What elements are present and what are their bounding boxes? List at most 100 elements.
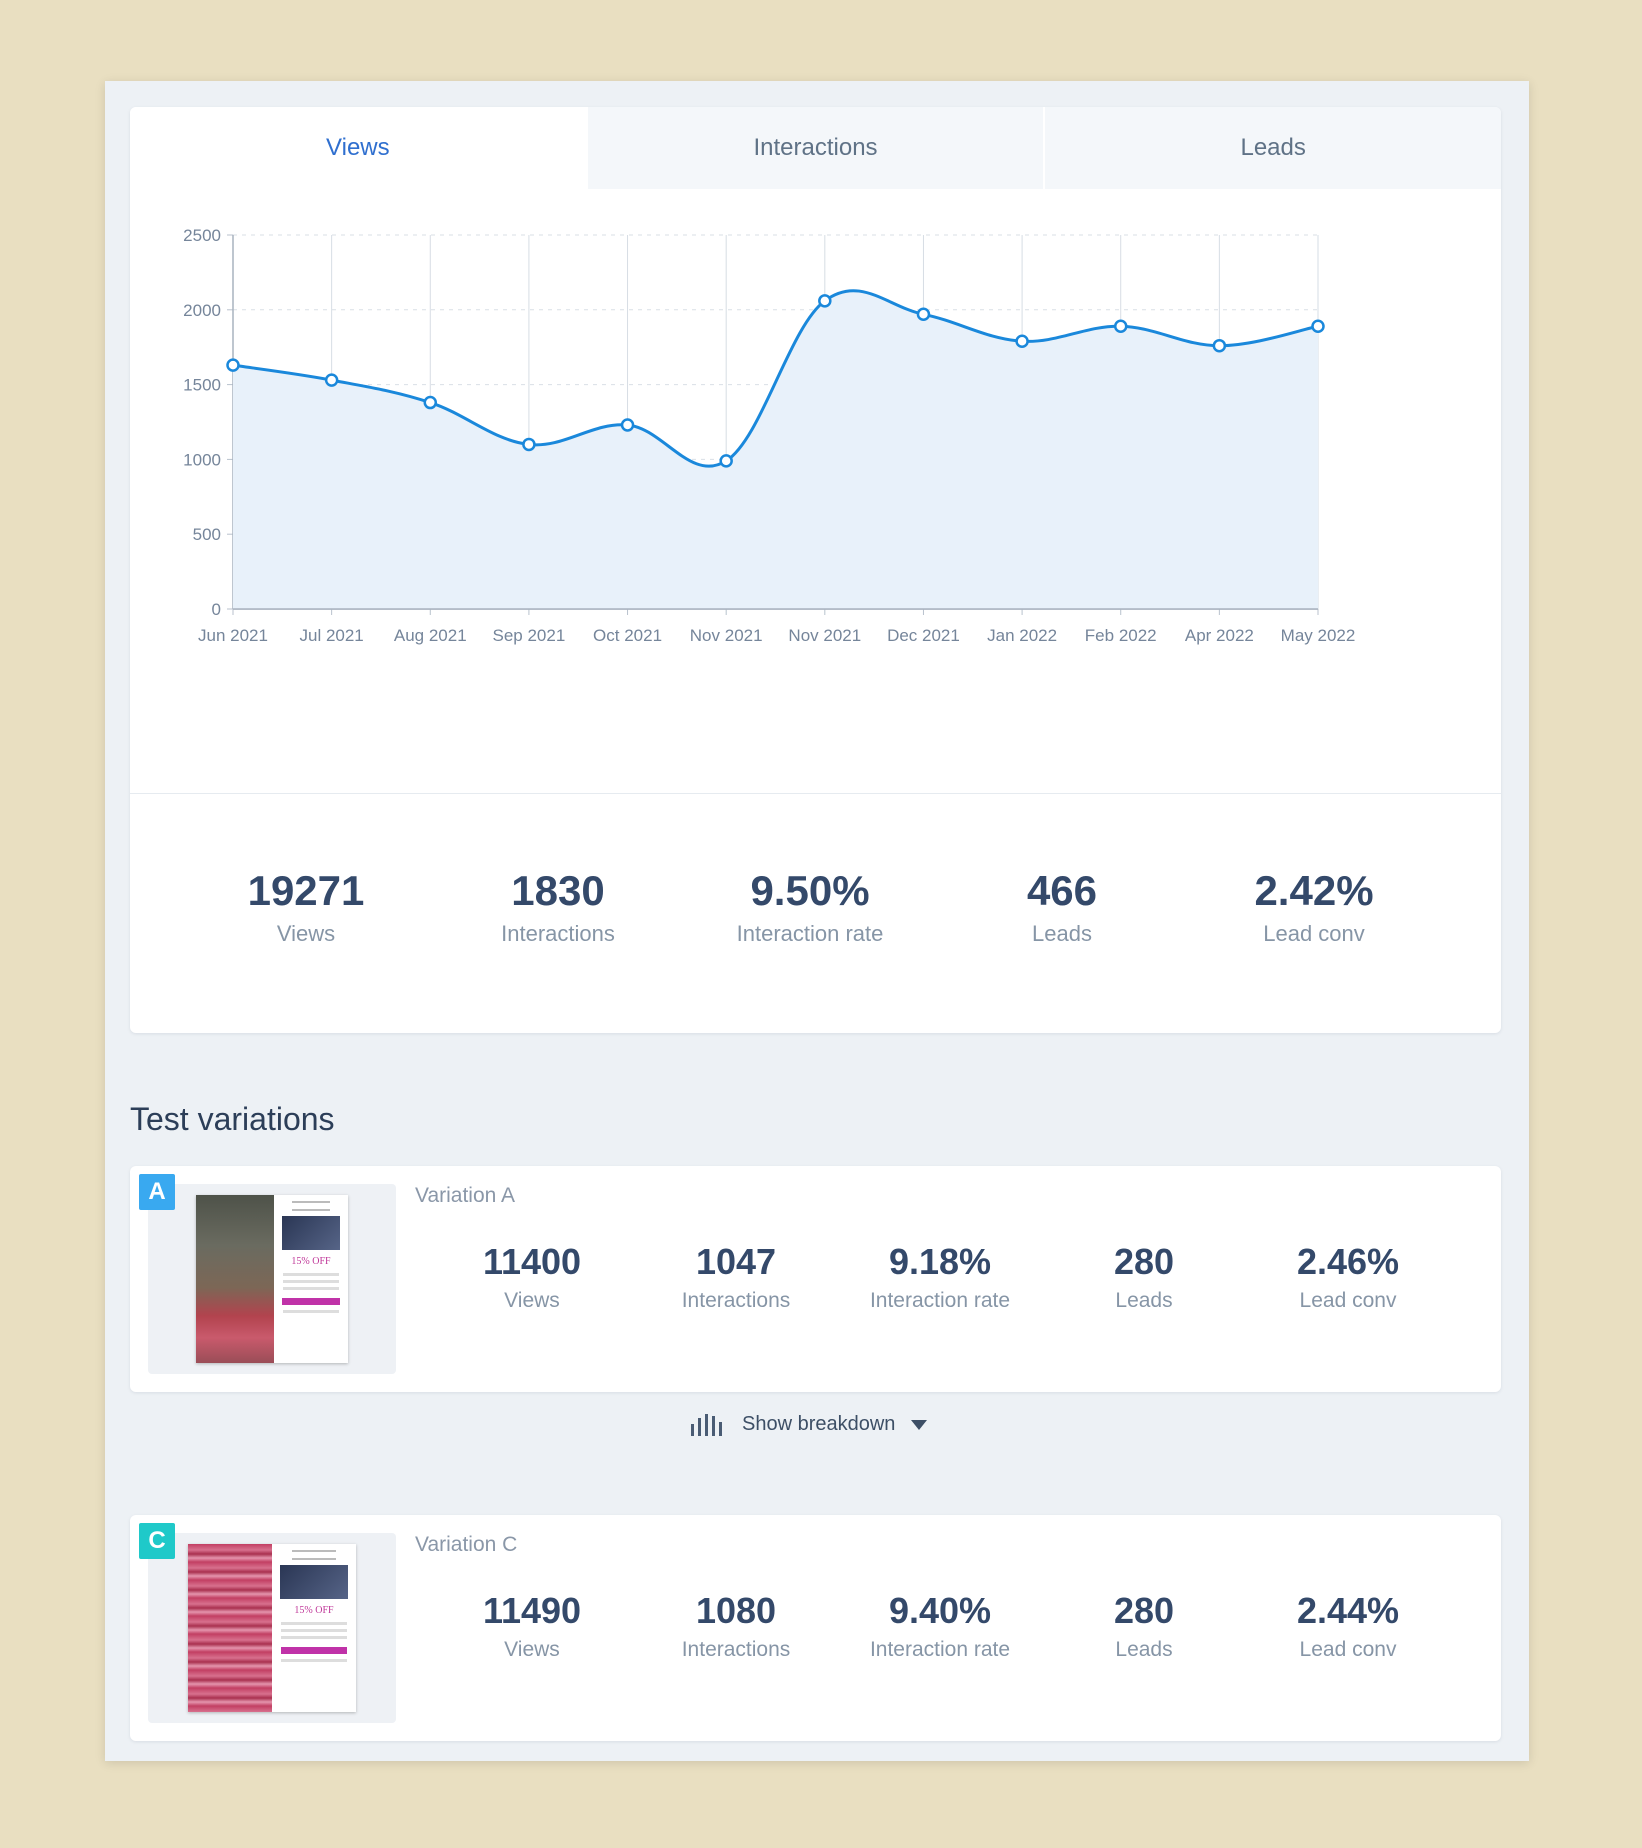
variation-stats: 11490 Views 1080 Interactions 9.40% Inte… (430, 1590, 1450, 1662)
stat-value: 466 (1026, 867, 1098, 914)
data-point (1212, 338, 1227, 353)
data-point (423, 395, 438, 410)
show-breakdown-label: Show breakdown (742, 1413, 896, 1435)
stat-interaction-rate: 9.40% Interaction rate (838, 1590, 1042, 1662)
x-tick-label: Aug 2021 (394, 626, 467, 645)
dashboard-frame: Views Interactions Leads 0 500 1000 1500 200… (105, 81, 1529, 1761)
metric-tabs: Views Interactions Leads (130, 107, 1501, 189)
stat-views: 11490 Views (430, 1590, 634, 1662)
stat-leads: 466 Leads (936, 867, 1188, 967)
data-point (226, 358, 240, 372)
data-point (1015, 334, 1029, 348)
stat-label: Views (504, 1289, 560, 1312)
x-tick-label: Jul 2021 (299, 626, 363, 645)
variation-badge: C (139, 1523, 175, 1559)
stat-label: Lead conv (1299, 1289, 1397, 1312)
ad-header (291, 1201, 331, 1211)
show-breakdown-button[interactable]: Show breakdown (691, 1413, 928, 1436)
y-tick-label: 500 (193, 525, 221, 544)
data-point (324, 373, 339, 387)
summary-stats: 19271 Views 1830 Interactions 9.50% Inte… (180, 867, 1440, 967)
divider (130, 793, 1501, 794)
variation-card-a: A 15% OFF Variation A 11400 Views (130, 1166, 1501, 1392)
stat-interaction-rate: 9.18% Interaction rate (838, 1241, 1042, 1313)
stats-card: Views Interactions Leads 0 500 1000 1500 200… (130, 107, 1501, 1033)
data-point (1311, 319, 1325, 334)
variation-badge: A (139, 1174, 175, 1210)
stat-interactions: 1830 Interactions (432, 867, 684, 967)
stat-views: 11400 Views (430, 1241, 634, 1313)
y-tick-label: 1000 (183, 450, 221, 469)
stat-value: 9.40% (888, 1590, 992, 1631)
ad-image (281, 1216, 341, 1250)
y-tick-label: 2000 (183, 301, 221, 320)
data-point (916, 307, 931, 322)
ad-header (291, 1550, 337, 1560)
ad-offer: 15% OFF (291, 1256, 331, 1267)
stat-value: 1047 (695, 1241, 777, 1282)
stat-value: 1830 (511, 867, 605, 914)
ad-image (279, 1565, 349, 1599)
stat-leads: 280 Leads (1042, 1590, 1246, 1662)
bar-chart-icon (691, 1413, 722, 1436)
y-tick-label: 0 (212, 600, 221, 619)
ad-line (281, 1629, 347, 1632)
stat-label: Interactions (681, 1638, 791, 1661)
variation-thumbnail-area: C 15% OFF (139, 1523, 396, 1723)
tab-leads[interactable]: Leads (1043, 107, 1501, 189)
ad-line (282, 1280, 340, 1283)
variation-name: Variation C (415, 1533, 518, 1556)
stat-value: 2.42% (1254, 867, 1374, 914)
stat-interactions: 1047 Interactions (634, 1241, 838, 1313)
x-tick-label: Jan 2022 (987, 626, 1057, 645)
stat-label: Leads (1115, 1638, 1173, 1661)
x-tick-label: Nov 2021 (788, 626, 861, 645)
data-point (522, 437, 536, 452)
stat-value: 2.44% (1296, 1590, 1400, 1631)
stat-value: 9.50% (750, 867, 870, 914)
data-point (719, 454, 733, 468)
data-point (1113, 319, 1128, 334)
variation-thumbnail[interactable]: 15% OFF (188, 1544, 356, 1712)
x-tick-label: Sep 2021 (493, 626, 566, 645)
variation-thumbnail[interactable]: 15% OFF (196, 1195, 348, 1363)
stat-value: 280 (1113, 1241, 1175, 1282)
x-tick-label: Dec 2021 (887, 626, 960, 645)
data-point (620, 418, 635, 432)
data-point (818, 294, 832, 308)
stat-label: Interaction rate (736, 921, 884, 946)
variation-thumbnail-area: A 15% OFF (139, 1174, 396, 1374)
variation-card-c: C 15% OFF Variation C 11490 Views (130, 1515, 1501, 1741)
ad-line (282, 1310, 340, 1313)
stat-interaction-rate: 9.50% Interaction rate (684, 867, 936, 967)
rug-photo (196, 1195, 274, 1363)
x-tick-label: Feb 2022 (1085, 626, 1157, 645)
stat-label: Interactions (681, 1289, 791, 1312)
ad-button (280, 1647, 348, 1654)
x-tick-label: Jun 2021 (198, 626, 268, 645)
ad-line (281, 1659, 347, 1662)
section-title: Test variations (130, 1101, 335, 1137)
caret-down-icon (911, 1419, 928, 1430)
y-tick-label: 1500 (183, 376, 221, 395)
ad-offer: 15% OFF (294, 1605, 334, 1616)
series-area (233, 290, 1318, 609)
x-tick-label: Nov 2021 (690, 626, 763, 645)
stat-value: 280 (1113, 1590, 1175, 1631)
x-tick-label: Oct 2021 (593, 626, 662, 645)
ad-line (281, 1622, 347, 1625)
stat-label: Interactions (501, 921, 615, 946)
stat-value: 19271 (247, 867, 365, 914)
tab-interactions[interactable]: Interactions (585, 107, 1044, 189)
stat-lead-conv: 2.44% Lead conv (1246, 1590, 1450, 1662)
x-tick-label: May 2022 (1281, 626, 1356, 645)
stat-label: Views (504, 1638, 560, 1661)
stat-label: Lead conv (1263, 921, 1365, 946)
stat-value: 11490 (482, 1590, 582, 1631)
chart-svg: 0 500 1000 1500 2000 2500 Jun 2021 Jul 2021 Aug … (183, 226, 1356, 645)
tab-views[interactable]: Views (130, 107, 586, 189)
stat-lead-conv: 2.46% Lead conv (1246, 1241, 1450, 1313)
stat-label: Leads (1032, 921, 1092, 946)
variation-stats: 11400 Views 1047 Interactions 9.18% Inte… (430, 1241, 1450, 1313)
stat-label: Interaction rate (869, 1289, 1011, 1312)
